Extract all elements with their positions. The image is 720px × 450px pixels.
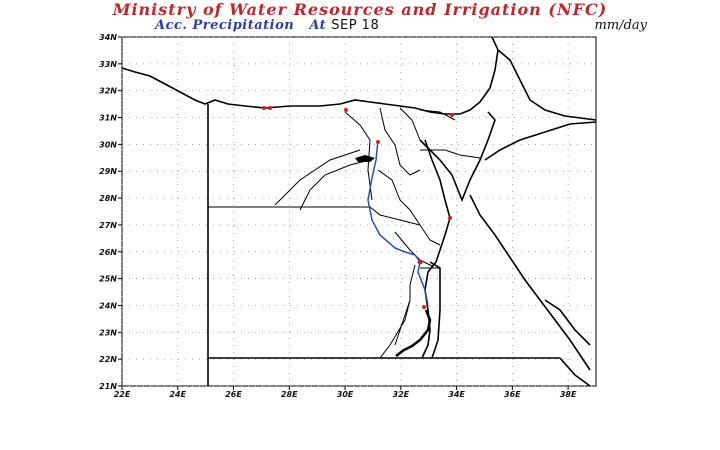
lat-tick-label: 21N — [99, 382, 117, 391]
precip-marker — [268, 106, 272, 110]
lat-tick-label: 22N — [99, 355, 117, 364]
country-borders — [121, 36, 597, 387]
units-label: mm/day — [594, 18, 647, 33]
lon-tick-label: 30E — [337, 390, 354, 399]
lon-tick-label: 24E — [169, 390, 186, 399]
precip-marker — [417, 259, 423, 265]
lat-tick-label: 27N — [99, 221, 117, 230]
lat-tick-label: 31N — [99, 114, 117, 123]
map-title: Ministry of Water Resources and Irrigati… — [112, 0, 608, 19]
lat-tick-label: 30N — [99, 140, 117, 149]
map-subtitle: Acc. Precipitation At SEP 18 — [155, 18, 379, 33]
lon-tick-label: 22E — [114, 390, 131, 399]
map-ticks: 34N 33N 32N 31N 30N 29N 28N 27N 26N 25N 24N 23N 22N 2… — [99, 33, 577, 399]
lat-tick-label: 26N — [99, 248, 117, 257]
map-frame — [121, 36, 597, 387]
lat-tick-label: 24N — [99, 301, 117, 310]
red-sea-coast-detail — [395, 309, 432, 357]
subtitle-date: SEP 18 — [331, 18, 380, 33]
precip-marker — [450, 113, 454, 117]
lat-tick-label: 23N — [99, 328, 117, 337]
lat-tick-label: 34N — [99, 33, 117, 42]
subtitle-label: Acc. Precipitation — [155, 18, 295, 33]
lon-tick-label: 28E — [281, 390, 298, 399]
lat-tick-label: 29N — [99, 167, 117, 176]
lat-tick-label: 32N — [99, 87, 117, 96]
precip-marker — [376, 140, 380, 144]
lat-tick-label: 33N — [99, 60, 117, 69]
lat-tick-label: 25N — [99, 275, 117, 284]
subtitle-at: At — [309, 18, 327, 33]
lon-tick-label: 26E — [225, 390, 242, 399]
precip-marker — [448, 216, 452, 220]
lon-tick-label: 34E — [448, 390, 465, 399]
lon-tick-label: 36E — [504, 390, 521, 399]
precip-marker — [344, 108, 348, 112]
governorate-borders — [208, 107, 481, 359]
precip-markers — [262, 106, 454, 309]
lat-tick-label: 28N — [99, 194, 117, 203]
lake-shape — [355, 155, 375, 162]
lon-tick-label: 32E — [393, 390, 410, 399]
nile-river — [367, 139, 429, 306]
lon-tick-label: 38E — [560, 390, 577, 399]
precip-marker — [262, 106, 266, 110]
precip-marker — [422, 305, 426, 309]
